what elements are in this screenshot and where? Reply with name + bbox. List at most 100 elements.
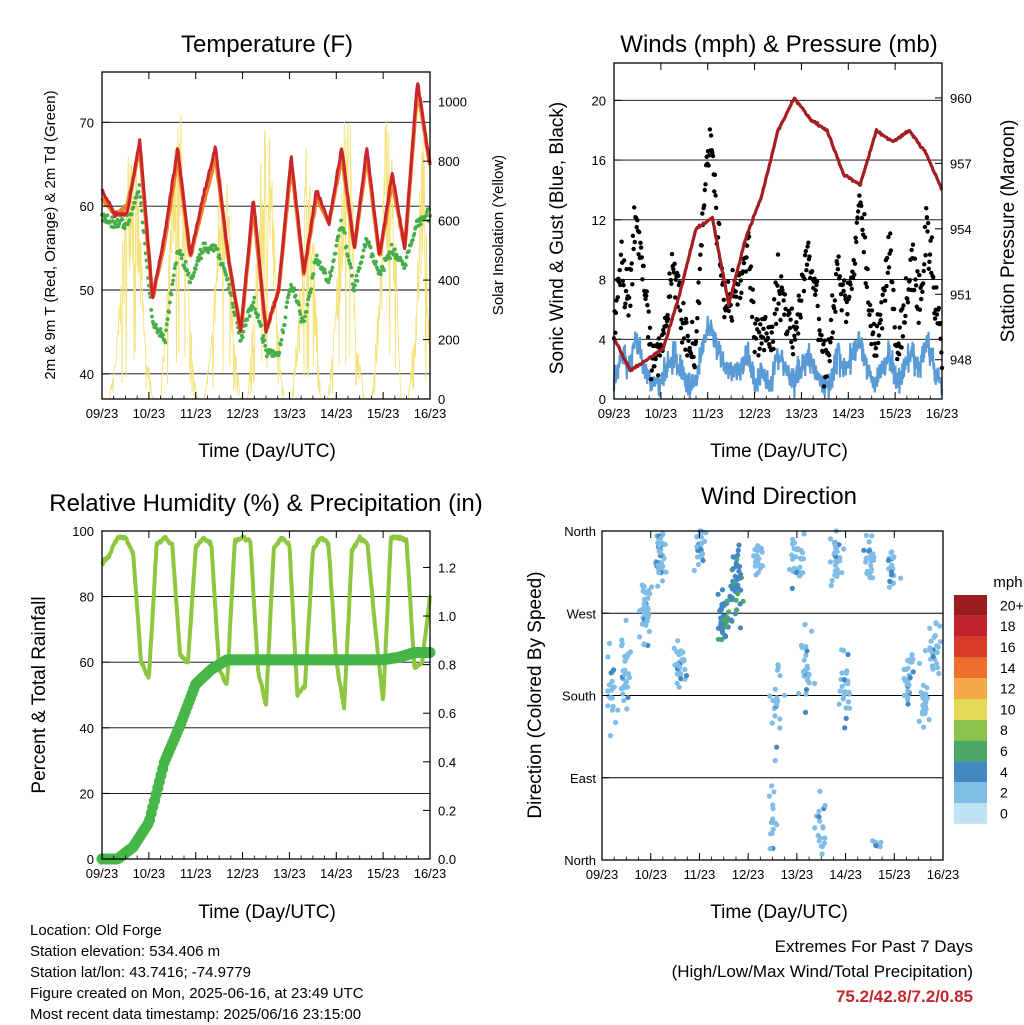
gust-point xyxy=(892,325,897,330)
gust-point xyxy=(618,282,623,288)
wind-direction-point xyxy=(611,667,617,673)
gust-point xyxy=(722,315,727,320)
colorbar-swatch xyxy=(954,699,987,720)
wind-direction-point xyxy=(625,694,631,701)
wind-direction-point xyxy=(794,569,800,576)
gust-point xyxy=(782,312,787,317)
x-tick-label: 16/23 xyxy=(414,866,447,881)
dewpoint-point xyxy=(360,254,365,259)
dewpoint-point xyxy=(354,273,359,278)
wind-direction-point xyxy=(732,611,739,617)
wind-direction-y-axis-label: Direction (Colored By Speed) xyxy=(525,571,546,818)
y-tick-label: 100 xyxy=(72,524,94,539)
gust-point xyxy=(637,229,642,235)
wind-direction-point xyxy=(679,657,685,663)
gust-point xyxy=(613,310,619,315)
wind-direction-point xyxy=(796,690,802,697)
dewpoint-point xyxy=(322,267,327,272)
dewpoint-point xyxy=(407,249,411,254)
wind-direction-point xyxy=(800,669,807,675)
gust-point xyxy=(879,326,885,331)
y2-tick-label: 0 xyxy=(438,392,445,407)
x-tick-label: 09/23 xyxy=(586,867,619,882)
x-tick-label: 11/23 xyxy=(180,406,212,421)
gust-point xyxy=(824,374,829,379)
wind-direction-point xyxy=(933,661,940,667)
wind-direction-point xyxy=(816,838,822,844)
wind-direction-point xyxy=(730,566,736,572)
dewpoint-point xyxy=(318,260,322,264)
dewpoint-point xyxy=(111,225,116,230)
gust-point xyxy=(907,278,912,283)
gust-point xyxy=(920,281,926,286)
dewpoint-point xyxy=(344,244,349,249)
gust-point xyxy=(620,278,625,284)
gust-point xyxy=(830,293,835,298)
colorbar-label: 8 xyxy=(1000,722,1008,738)
dewpoint-point xyxy=(198,247,203,252)
dewpoint-point xyxy=(348,262,353,267)
gust-point xyxy=(798,315,803,320)
temperature-y-axis-label: 2m & 9m T (Red, Orange) & 2m Td (Green) xyxy=(42,90,59,379)
y2-tick-label: 200 xyxy=(438,333,460,348)
gust-point xyxy=(812,276,817,281)
y-tick-label: 40 xyxy=(80,367,94,382)
x-tick-label: 09/23 xyxy=(86,406,119,421)
wind-direction-point xyxy=(770,816,776,822)
gust-point xyxy=(621,283,626,288)
wind-direction-point xyxy=(622,653,628,660)
wind-direction-point xyxy=(928,638,934,644)
dewpoint-point xyxy=(323,271,328,275)
gust-point xyxy=(809,269,815,274)
gust-point xyxy=(888,231,893,236)
gust-point xyxy=(883,298,888,303)
gust-point xyxy=(624,266,629,272)
dewpoint-point xyxy=(353,283,357,288)
wind-direction-point xyxy=(907,675,913,681)
gust-point xyxy=(678,325,684,331)
gust-point xyxy=(927,259,932,264)
y2-tick-label: 957 xyxy=(950,156,972,171)
wind-direction-point xyxy=(877,844,883,850)
gust-point xyxy=(775,252,781,257)
gust-point xyxy=(837,274,842,279)
gust-point xyxy=(884,283,889,289)
colorbar-swatch xyxy=(954,782,987,803)
gust-point xyxy=(760,335,766,340)
gust-point xyxy=(852,261,858,266)
gust-point xyxy=(903,313,908,319)
y-tick-label: 8 xyxy=(599,273,606,288)
gust-point xyxy=(836,254,841,259)
wind-direction-point xyxy=(640,584,646,590)
gust-point xyxy=(920,289,925,294)
y2-tick-label: 0.6 xyxy=(438,706,456,721)
wind-direction-point xyxy=(644,611,650,617)
colorbar-label: 4 xyxy=(1000,764,1008,780)
wind-direction-point xyxy=(922,648,929,654)
wind-direction-point xyxy=(828,582,834,589)
gust-point xyxy=(805,244,810,249)
wind-direction-point xyxy=(863,532,869,539)
gust-point xyxy=(829,335,834,341)
dewpoint-point xyxy=(259,323,264,328)
gust-point xyxy=(818,337,824,343)
wind-direction-point xyxy=(818,843,825,849)
gust-point xyxy=(832,298,837,303)
dewpoint-point xyxy=(218,256,222,261)
gust-point xyxy=(672,261,677,266)
gust-point xyxy=(753,336,759,341)
gust-point xyxy=(924,215,930,220)
dewpoint-point xyxy=(129,212,134,217)
x-tick-label: 12/23 xyxy=(732,867,765,882)
wind-direction-point xyxy=(663,569,669,575)
gust-point xyxy=(804,268,809,273)
wind-direction-point xyxy=(641,601,647,607)
speed-colorbar: mph 0 2 4 6 8 10 12 14 16 18 20+ xyxy=(954,574,1024,824)
dewpoint-point xyxy=(199,256,204,261)
gust-point xyxy=(755,317,760,322)
wind-direction-point xyxy=(795,547,802,553)
wind-direction-point xyxy=(802,709,809,716)
gust-point xyxy=(886,234,891,240)
gust-point xyxy=(734,294,739,299)
wind-direction-point xyxy=(622,672,628,678)
